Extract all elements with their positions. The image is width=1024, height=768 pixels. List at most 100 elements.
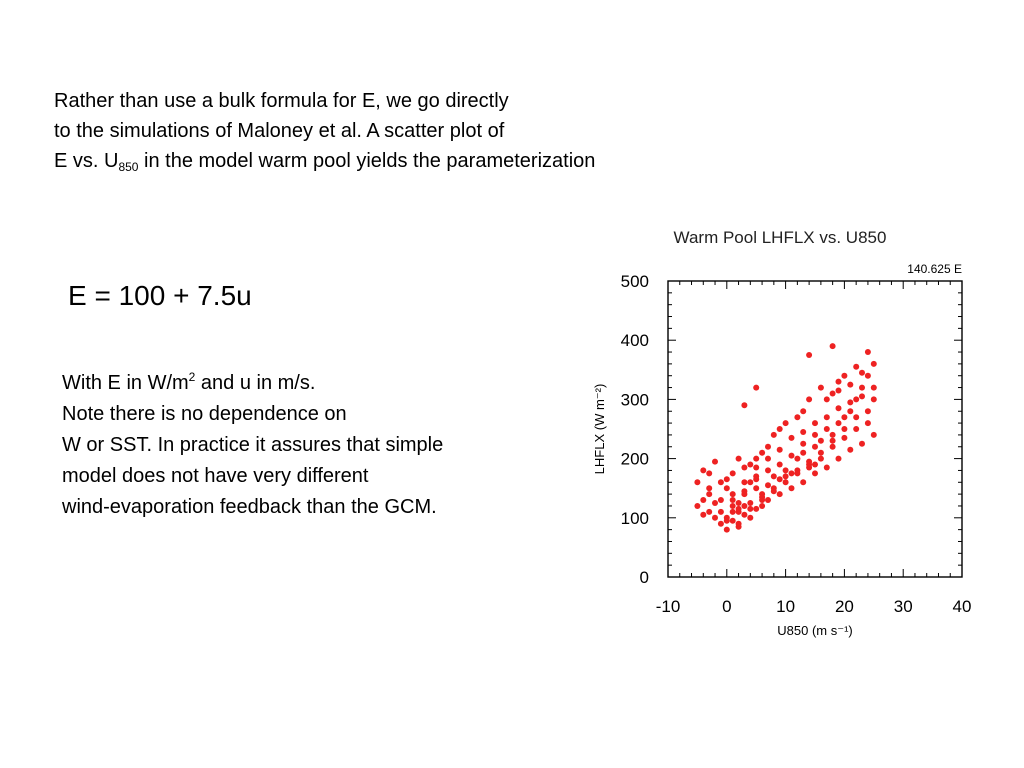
scatter-point bbox=[729, 508, 736, 515]
scatter-point bbox=[735, 523, 742, 530]
scatter-point bbox=[753, 455, 760, 462]
intro-line-3-start: E vs. U bbox=[54, 150, 119, 172]
scatter-point bbox=[694, 479, 701, 486]
scatter-point bbox=[870, 384, 877, 391]
scatter-point bbox=[753, 464, 760, 471]
intro-line-1: Rather than use a bulk formula for E, we… bbox=[54, 90, 509, 112]
scatter-point bbox=[776, 426, 783, 432]
scatter-point bbox=[812, 443, 818, 450]
scatter-point bbox=[800, 408, 807, 415]
scatter-point bbox=[847, 446, 854, 453]
scatter-points bbox=[694, 343, 877, 533]
x-axis-label: U850 (m s⁻¹) bbox=[777, 623, 852, 638]
scatter-point bbox=[706, 470, 713, 477]
scatter-point bbox=[853, 414, 860, 421]
scatter-point bbox=[712, 458, 718, 465]
scatter-point bbox=[847, 399, 854, 406]
scatter-point bbox=[776, 446, 783, 453]
scatter-point bbox=[747, 505, 754, 512]
scatter-point bbox=[823, 426, 830, 432]
notes-line-1: With E in W/m2 and u in m/s. bbox=[62, 368, 443, 399]
scatter-point bbox=[835, 455, 842, 462]
scatter-point bbox=[812, 470, 818, 477]
intro-paragraph: Rather than use a bulk formula for E, we… bbox=[54, 86, 595, 176]
scatter-point bbox=[765, 467, 771, 474]
scatter-point bbox=[776, 491, 783, 498]
scatter-point bbox=[723, 526, 730, 533]
scatter-point bbox=[788, 470, 795, 477]
scatter-point bbox=[835, 420, 842, 427]
notes-line-2: Note there is no dependence on bbox=[62, 403, 347, 425]
x-tick-label: 10 bbox=[776, 597, 795, 616]
scatter-point bbox=[729, 517, 736, 524]
scatter-point bbox=[706, 491, 713, 498]
scatter-point bbox=[841, 414, 848, 421]
scatter-point bbox=[694, 503, 701, 509]
scatter-point bbox=[847, 381, 854, 388]
scatter-point bbox=[700, 497, 707, 503]
scatter-point bbox=[735, 500, 742, 506]
scatter-point bbox=[853, 363, 860, 370]
scatter-point bbox=[700, 511, 707, 518]
scatter-point bbox=[859, 369, 865, 376]
scatter-point bbox=[747, 461, 754, 468]
scatter-point bbox=[829, 390, 836, 397]
scatter-point bbox=[782, 467, 789, 474]
scatter-point bbox=[812, 461, 818, 468]
scatter-point bbox=[759, 494, 766, 501]
scatter-point bbox=[765, 443, 771, 450]
scatter-point bbox=[794, 414, 801, 421]
scatter-point bbox=[706, 485, 713, 492]
scatter-point bbox=[829, 443, 836, 450]
scatter-point bbox=[800, 449, 807, 456]
scatter-point bbox=[765, 497, 771, 503]
scatter-point bbox=[864, 408, 871, 415]
scatter-point bbox=[829, 437, 836, 444]
scatter-point bbox=[835, 378, 842, 385]
scatter-point bbox=[706, 508, 713, 515]
scatter-point bbox=[759, 503, 766, 509]
scatter-point bbox=[770, 473, 777, 480]
scatter-point bbox=[782, 473, 789, 480]
scatter-point bbox=[835, 387, 842, 394]
parameterization-equation: E = 100 + 7.5u bbox=[68, 280, 252, 311]
scatter-point bbox=[800, 440, 807, 447]
scatter-point bbox=[712, 514, 718, 521]
scatter-point bbox=[759, 449, 766, 456]
notes-paragraph: With E in W/m2 and u in m/s. Note there … bbox=[62, 368, 443, 523]
notes-line-5: wind-evaporation feedback than the GCM. bbox=[62, 496, 437, 518]
scatter-point bbox=[859, 384, 865, 391]
scatter-point bbox=[823, 464, 830, 471]
scatter-point bbox=[782, 479, 789, 486]
scatter-point bbox=[723, 485, 730, 492]
scatter-point bbox=[859, 393, 865, 400]
scatter-point bbox=[717, 497, 724, 503]
y-tick-label: 200 bbox=[621, 450, 649, 469]
scatter-point bbox=[723, 517, 730, 524]
x-tick-label: 30 bbox=[894, 597, 913, 616]
scatter-point bbox=[794, 455, 801, 462]
units-superscript: 2 bbox=[188, 370, 196, 384]
scatter-point bbox=[817, 384, 824, 391]
scatter-point bbox=[776, 461, 783, 468]
scatter-point bbox=[841, 434, 848, 441]
u850-subscript: 850 bbox=[118, 160, 139, 174]
scatter-point bbox=[841, 426, 848, 432]
scatter-point bbox=[753, 384, 760, 391]
y-tick-label: 300 bbox=[621, 390, 649, 409]
scatter-point bbox=[782, 420, 789, 427]
scatter-point bbox=[853, 426, 860, 432]
y-axis-label: LHFLX (W m⁻²) bbox=[592, 384, 607, 475]
scatter-point bbox=[717, 520, 724, 527]
scatter-point bbox=[806, 464, 813, 471]
scatter-point bbox=[835, 405, 842, 412]
axis-ticks bbox=[667, 280, 963, 578]
scatter-point bbox=[753, 505, 760, 512]
scatter-point bbox=[741, 503, 748, 509]
scatter-point bbox=[817, 437, 824, 444]
scatter-point bbox=[729, 497, 736, 503]
scatter-point bbox=[753, 476, 760, 483]
scatter-point bbox=[741, 479, 748, 486]
intro-line-2: to the simulations of Maloney et al. A s… bbox=[54, 120, 505, 142]
scatter-point bbox=[800, 479, 807, 486]
